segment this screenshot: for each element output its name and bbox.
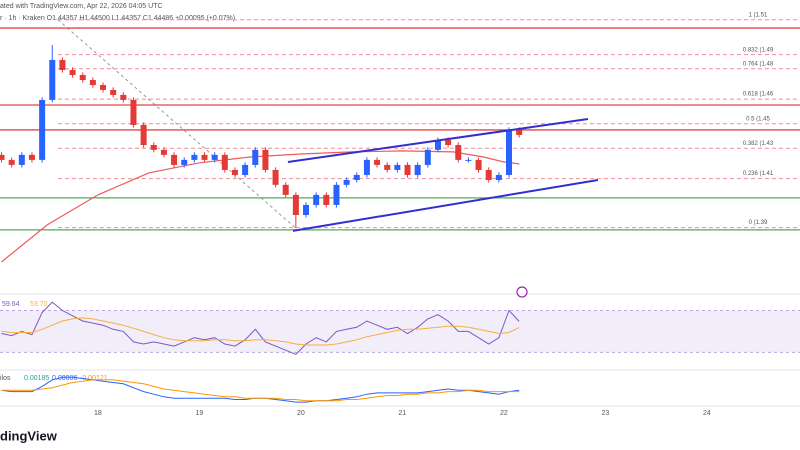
candle-body <box>323 194 330 205</box>
macd-line <box>1 379 520 402</box>
fib-label: 0.618 (1.46 <box>743 92 774 98</box>
brand: dingView <box>0 428 58 443</box>
macd-name: ilos <box>0 375 11 382</box>
candle-body <box>252 149 259 165</box>
candle-body <box>18 154 25 165</box>
candle-body <box>343 179 350 185</box>
candle-body <box>313 194 320 205</box>
candle-body <box>89 80 96 86</box>
candle-body <box>485 169 492 180</box>
candle-body <box>333 184 340 205</box>
candle-body <box>191 154 198 160</box>
candle-body <box>69 69 76 76</box>
fib-label: 0.764 (1.48 <box>743 61 774 67</box>
candle-body <box>363 159 370 175</box>
x-tick-label: 19 <box>196 410 204 417</box>
fib-label: 0.236 (1.41 <box>743 171 774 177</box>
candle-body <box>262 149 269 170</box>
candle-body <box>242 164 249 175</box>
fib-label: 1 (1.51 <box>749 12 768 18</box>
candle-body <box>374 159 381 165</box>
candle-body <box>221 154 228 170</box>
moving-average <box>1 150 520 263</box>
candle-body <box>516 129 523 135</box>
fib-label: 0.5 (1.45 <box>746 116 770 122</box>
candle-body <box>140 124 147 145</box>
candle-body <box>181 159 188 165</box>
x-tick-label: 18 <box>94 410 102 417</box>
candle-body <box>506 129 513 175</box>
macd-legend-value: 0.00006 <box>52 375 77 382</box>
candle-body <box>59 59 66 70</box>
rsi-line <box>1 301 520 355</box>
candle-body <box>79 75 86 81</box>
candle-body <box>282 184 289 195</box>
candle-body <box>495 174 502 180</box>
candle-body <box>414 164 421 175</box>
candle-body <box>171 154 178 165</box>
header-line: ated with TradingView.com, Apr 22, 2026 … <box>0 3 163 10</box>
x-tick-label: 23 <box>602 410 610 417</box>
replay-icon[interactable] <box>516 286 528 298</box>
candle-body <box>353 174 360 180</box>
candle-body <box>475 159 482 170</box>
trendline <box>292 179 599 232</box>
rsi-band <box>0 310 800 353</box>
candle-body <box>160 149 167 155</box>
fib-diagonal <box>57 19 296 228</box>
header-ohlc: r · 1h · Kraken O1.44357 H1.44500 L1.443… <box>0 15 235 22</box>
candle-body <box>28 154 35 160</box>
candle-body <box>424 149 431 165</box>
candle-body <box>231 169 238 175</box>
macd-legend-value: -0.00121 <box>80 375 108 382</box>
x-tick-label: 21 <box>399 410 407 417</box>
rsi-line <box>1 317 520 346</box>
candle-body <box>120 94 127 100</box>
candle-body <box>292 194 299 215</box>
fib-label: 0 (1.39 <box>749 220 768 226</box>
candle-body <box>303 204 310 215</box>
fib-label: 0.382 (1.43 <box>743 141 774 147</box>
candle-body <box>434 139 441 150</box>
candle-body <box>445 139 452 145</box>
candle-body <box>130 99 137 125</box>
candle-body <box>272 169 279 185</box>
candle-body <box>39 99 46 160</box>
candle-body <box>211 154 218 160</box>
candle-body <box>455 145 462 160</box>
rsi-legend-value: 53.70 <box>30 301 48 308</box>
candle-body <box>110 89 117 95</box>
candle-body <box>49 59 56 100</box>
candle-body <box>384 164 391 170</box>
rsi-legend-value: 59.64 <box>2 301 20 308</box>
x-tick-label: 24 <box>703 410 711 417</box>
candle-body <box>100 85 107 90</box>
candle-body <box>0 154 5 160</box>
candle-body <box>465 159 472 161</box>
x-tick-label: 22 <box>500 410 508 417</box>
trendline <box>287 118 589 163</box>
candle-body <box>8 159 15 165</box>
candle-body <box>394 164 401 170</box>
candle-body <box>404 164 411 175</box>
candle-body <box>150 145 157 150</box>
macd-legend-value: 0.00185 <box>24 375 49 382</box>
x-tick-label: 20 <box>297 410 305 417</box>
candle-body <box>201 154 208 160</box>
fib-label: 0.832 (1.49 <box>743 47 774 53</box>
